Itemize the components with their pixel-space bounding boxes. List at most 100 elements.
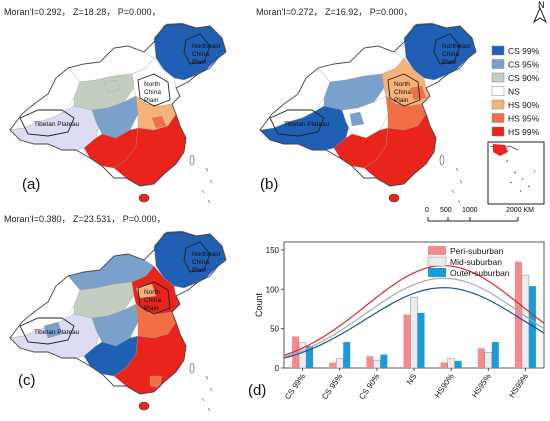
tibetan-plateau-outline (269, 109, 325, 137)
boundary-dash (207, 199, 211, 204)
panel-label-d: (d) (248, 382, 267, 399)
legend-label: HS 99% (508, 127, 540, 137)
region-detail-patch (43, 321, 63, 339)
label-north-china-plain: Plain (144, 97, 159, 104)
x-tick-label: HS90% (433, 372, 456, 399)
chart-panel-d: 0 50 100 150 Count CS 99% CS 95% CS 90% NS HS90% H… (248, 226, 550, 416)
legend-label: CS 90% (508, 73, 540, 83)
legend-swatch (491, 59, 505, 69)
bar-peri-suburban (366, 356, 374, 368)
bar-mid-suburban (373, 359, 381, 369)
bar-mid-suburban (447, 358, 455, 369)
label-north-china-plain: China (144, 297, 161, 304)
region-sichuan (91, 95, 139, 139)
map-panel-b: Moran'I=0.272， Z=16.92， P=0.000， Northea… (252, 0, 550, 205)
label-north-china-plain: North (394, 81, 410, 88)
boundary-dash (451, 189, 455, 194)
map-panel-c: Moran'I=0.380， Z=23.531， P=0.000， Northe… (0, 208, 250, 416)
normal-curve (283, 264, 545, 356)
bar-peri-suburban (514, 261, 522, 368)
scale-bar: 0 500 1000 2000 KM (420, 207, 550, 231)
scale-tick-1000: 1000 (462, 207, 478, 214)
legend-label: NS (508, 87, 520, 97)
boundary-dash (207, 407, 211, 412)
hainan-island (388, 193, 400, 203)
chart-legend-label: Peri-suburban (450, 246, 504, 256)
taiwan-island (189, 154, 195, 166)
chart-legend-swatch (427, 256, 447, 267)
bar-mid-suburban (484, 352, 493, 369)
label-northeast-china-plain: Plain (192, 267, 207, 274)
label-north-china-plain: North (144, 81, 160, 88)
region-detail-patch (409, 85, 427, 101)
label-northeast-china-plain: China (442, 51, 459, 58)
y-axis-label: Count (254, 293, 264, 318)
northeast-plain-outline (183, 241, 211, 273)
bar-outer-suburban (417, 312, 425, 368)
map-legend: CS 99% CS 95% CS 90% NS HS 90% HS 95% HS 99% (490, 42, 550, 142)
y-tick-label: 50 (270, 325, 279, 334)
north-arrow-icon (532, 6, 548, 24)
north-china-plain-outline (137, 73, 171, 107)
bar-outer-suburban (380, 354, 388, 368)
bar-outer-suburban (491, 342, 499, 368)
label-north-china-plain: North (144, 289, 160, 296)
legend-label: CS 99% (508, 46, 540, 56)
country-outline (259, 23, 477, 187)
x-tick-label: CS 95% (320, 372, 344, 401)
bar-outer-suburban (454, 360, 462, 368)
china-map-b: NortheastChinaPlainNorthChinaPlainTibeta… (259, 6, 548, 205)
boundary-dash (205, 167, 209, 172)
legend-swatch (491, 113, 505, 123)
north-china-plain-outline (387, 73, 421, 107)
label-north-china-plain: China (144, 89, 161, 96)
panel-label-a: (a) (22, 176, 41, 193)
region-detail-patch (103, 79, 121, 93)
country-outline (9, 23, 227, 187)
bar-peri-suburban (440, 362, 448, 368)
northeast-plain-outline (433, 33, 461, 65)
region-detail-patch (151, 115, 167, 129)
moran-stat-a: Moran'I=0.292， Z=18.28， P=0.000， (4, 7, 161, 17)
y-tick-label: 0 (275, 364, 280, 373)
x-tick-label: HS99% (507, 372, 530, 399)
north-china-plain-outline (137, 281, 171, 315)
label-northeast-china-plain: Northeast (192, 43, 220, 50)
boundary-dash (455, 167, 459, 172)
bar-peri-suburban (403, 314, 411, 368)
map-panel-a: Moran'I=0.292， Z=18.28， P=0.000， Northea… (0, 0, 250, 205)
tibetan-plateau-outline (19, 109, 75, 137)
label-north-china-plain: China (394, 89, 411, 96)
normal-curve (283, 277, 545, 358)
label-tibetan-plateau: Tibetan Plateau (34, 329, 80, 336)
panel-label-b: (b) (260, 176, 279, 193)
label-tibetan-plateau: Tibetan Plateau (284, 121, 330, 128)
x-tick-label: CS 99% (283, 372, 307, 401)
boundary-dash (201, 189, 205, 194)
label-northeast-china-plain: Northeast (442, 43, 470, 50)
boundary-dash (209, 387, 213, 392)
label-north-china-plain: Plain (144, 305, 159, 312)
moran-stat-c: Moran'I=0.380， Z=23.531， P=0.000， (4, 214, 166, 224)
scale-tick-500: 500 (440, 207, 452, 214)
count-bar-chart: 0 50 100 150 Count CS 99% CS 95% CS 90% NS HS90% H… (254, 241, 545, 401)
inset-hotspot (493, 144, 508, 156)
scale-tick-2000: 2000 KM (506, 207, 535, 214)
y-tick-label: 150 (266, 246, 280, 255)
country-outline (9, 231, 227, 395)
label-northeast-china-plain: Northeast (192, 251, 220, 258)
boundary-dash (209, 179, 213, 184)
x-tick-label: NS (405, 372, 419, 386)
tibetan-plateau-outline (19, 317, 75, 345)
chart-legend-swatch (428, 268, 446, 277)
legend-swatch (491, 99, 505, 110)
region-detail-patch (349, 111, 365, 127)
boundary-dash (459, 179, 463, 184)
scale-tick-0: 0 (425, 207, 429, 214)
label-northeast-china-plain: Plain (192, 59, 207, 66)
bar-peri-suburban (292, 336, 300, 368)
boundary-dash (201, 397, 205, 402)
label-northeast-china-plain: China (192, 51, 209, 58)
normal-curve (283, 287, 545, 359)
china-map-c: NortheastChinaPlainNorthChinaPlainTibeta… (9, 230, 227, 412)
